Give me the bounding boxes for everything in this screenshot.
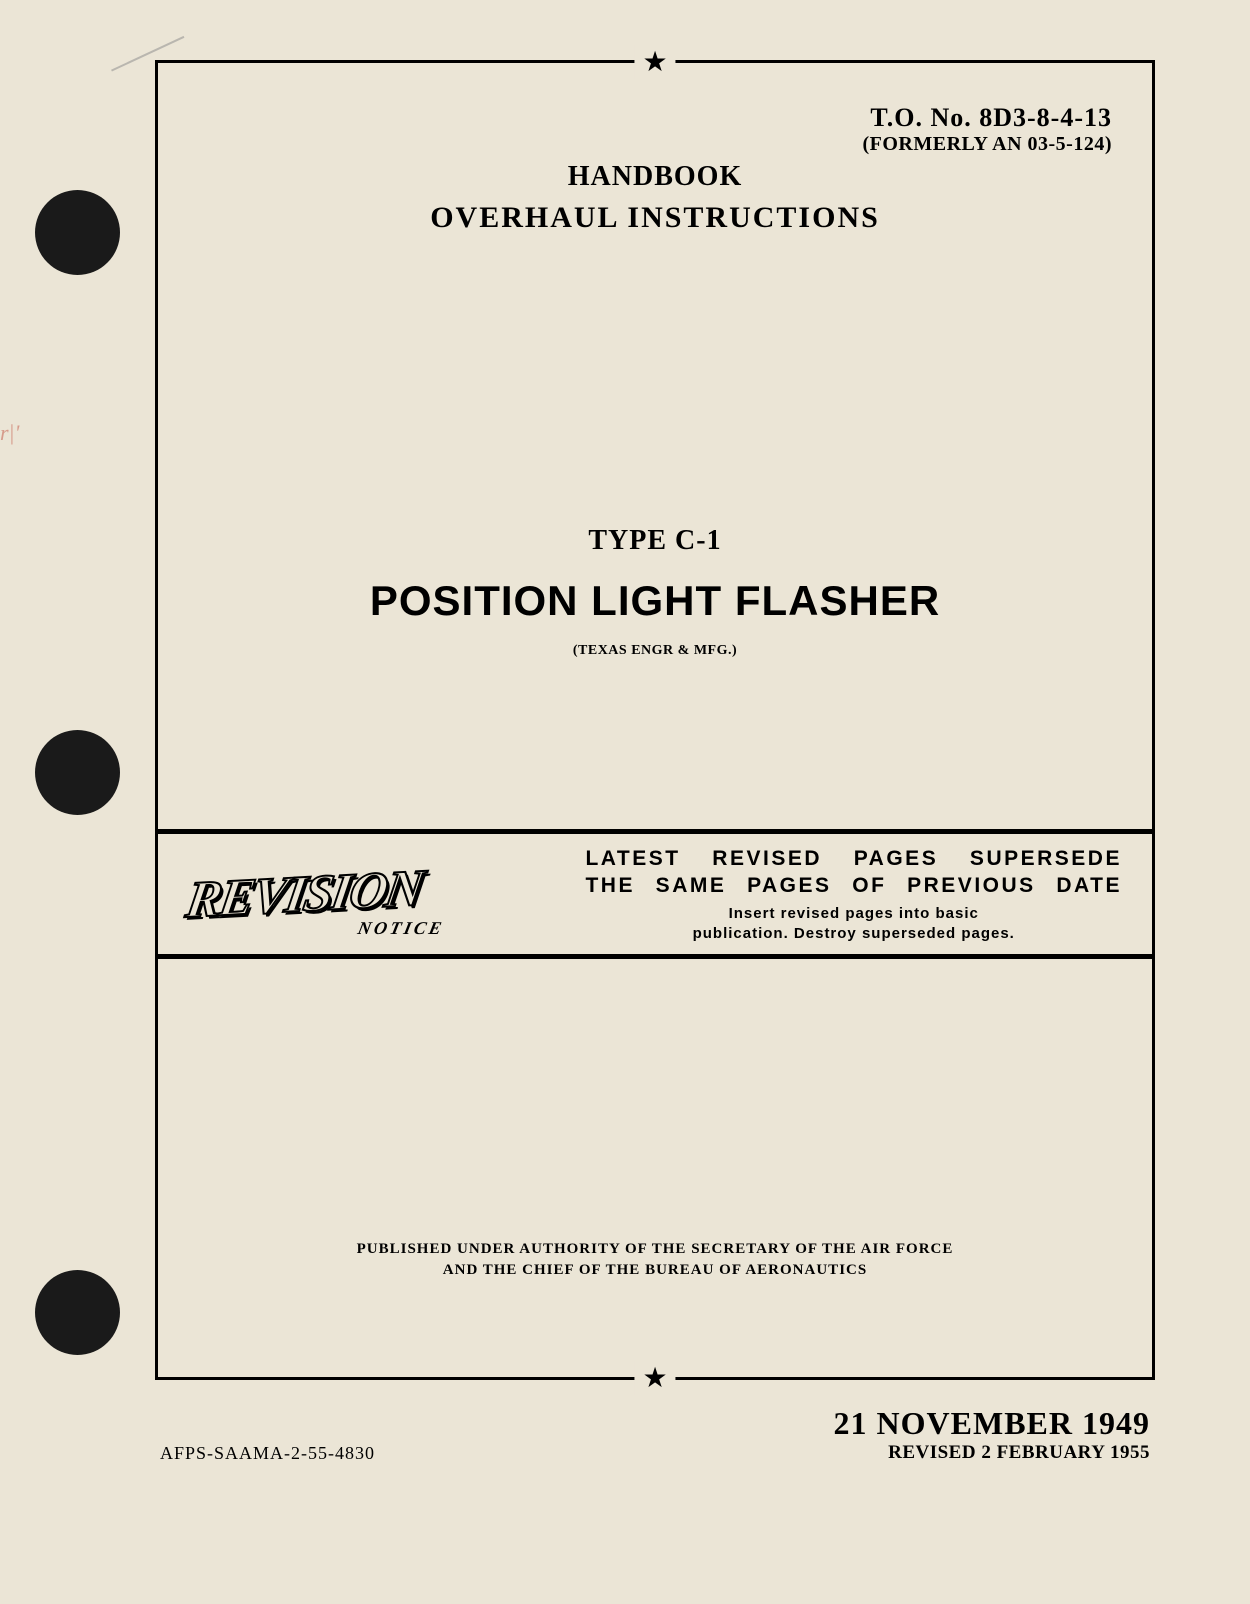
punch-hole xyxy=(35,1270,120,1355)
revision-heading-line: LATEST REVISED PAGES SUPERSEDE xyxy=(585,847,1122,870)
punch-hole xyxy=(35,190,120,275)
revision-sub-line: Insert revised pages into basic xyxy=(729,905,979,922)
revision-sub-line: publication. Destroy superseded pages. xyxy=(693,925,1015,942)
footer: AFPS-SAAMA-2-55-4830 21 NOVEMBER 1949 RE… xyxy=(155,1405,1155,1464)
red-mark: r|' xyxy=(0,420,35,480)
revision-heading: LATEST REVISED PAGES SUPERSEDE THE SAME … xyxy=(585,845,1122,900)
afps-code: AFPS-SAAMA-2-55-4830 xyxy=(160,1443,375,1464)
document-page: r|' ★ ★ T.O. No. 8D3-8-4-13 (FORMERLY AN… xyxy=(0,0,1250,1604)
revision-subtext: Insert revised pages into basic publicat… xyxy=(585,904,1122,943)
authority-line: PUBLISHED UNDER AUTHORITY OF THE SECRETA… xyxy=(357,1241,954,1257)
authority-line: AND THE CHIEF OF THE BUREAU OF AERONAUTI… xyxy=(443,1262,867,1278)
document-heading: HANDBOOK OVERHAUL INSTRUCTIONS xyxy=(158,161,1152,235)
revision-heading-line: THE SAME PAGES OF PREVIOUS DATE xyxy=(585,874,1122,897)
content-frame: ★ ★ T.O. No. 8D3-8-4-13 (FORMERLY AN 03-… xyxy=(155,60,1155,1380)
handbook-label: HANDBOOK xyxy=(158,161,1152,193)
notice-label: NOTICE xyxy=(356,918,446,939)
to-number: T.O. No. 8D3-8-4-13 xyxy=(158,103,1112,133)
publication-date: 21 NOVEMBER 1949 xyxy=(834,1405,1150,1442)
revision-notice-box: REVISION NOTICE LATEST REVISED PAGES SUP… xyxy=(158,829,1152,959)
revision-instructions: LATEST REVISED PAGES SUPERSEDE THE SAME … xyxy=(575,835,1152,954)
main-title: POSITION LIGHT FLASHER xyxy=(158,577,1152,625)
type-label: TYPE C-1 xyxy=(158,525,1152,557)
revision-label-area: REVISION NOTICE xyxy=(158,834,575,954)
manufacturer: (TEXAS ENGR & MFG.) xyxy=(158,643,1152,659)
formerly-number: (FORMERLY AN 03-5-124) xyxy=(158,133,1112,156)
star-icon: ★ xyxy=(634,45,675,79)
subject-section: TYPE C-1 POSITION LIGHT FLASHER (TEXAS E… xyxy=(158,525,1152,659)
overhaul-label: OVERHAUL INSTRUCTIONS xyxy=(158,201,1152,235)
revised-date: REVISED 2 FEBRUARY 1955 xyxy=(834,1442,1150,1464)
punch-hole xyxy=(35,730,120,815)
star-icon: ★ xyxy=(634,1361,675,1395)
authority-statement: PUBLISHED UNDER AUTHORITY OF THE SECRETA… xyxy=(158,1239,1152,1281)
date-section: 21 NOVEMBER 1949 REVISED 2 FEBRUARY 1955 xyxy=(834,1405,1150,1464)
